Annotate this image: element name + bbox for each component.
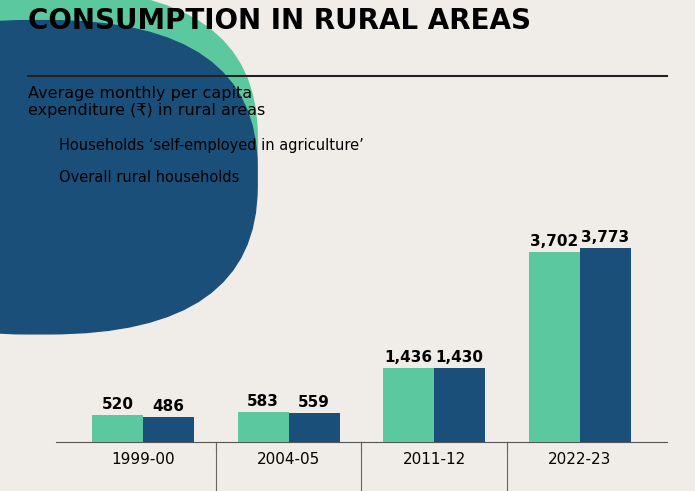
Text: CONSUMPTION IN RURAL AREAS: CONSUMPTION IN RURAL AREAS [28,7,531,35]
Bar [92,415,143,442]
Text: 3,773: 3,773 [581,230,630,245]
Bar [238,412,288,442]
Bar [434,368,485,442]
Text: Overall rural households: Overall rural households [59,170,240,185]
Bar [580,248,631,442]
Text: 3,702: 3,702 [530,234,578,248]
Bar [143,417,194,442]
Text: 583: 583 [247,394,279,409]
Bar [383,368,434,442]
Bar [529,252,580,442]
Text: 1,430: 1,430 [436,351,484,365]
Text: Households ‘self-employed in agriculture’: Households ‘self-employed in agriculture… [59,138,363,153]
Text: Average monthly per capita
expenditure (₹) in rural areas: Average monthly per capita expenditure (… [28,86,265,118]
Text: 559: 559 [298,395,330,410]
Text: 1,436: 1,436 [384,350,433,365]
Bar [288,413,340,442]
Text: 520: 520 [101,397,133,412]
Text: 486: 486 [152,399,184,414]
